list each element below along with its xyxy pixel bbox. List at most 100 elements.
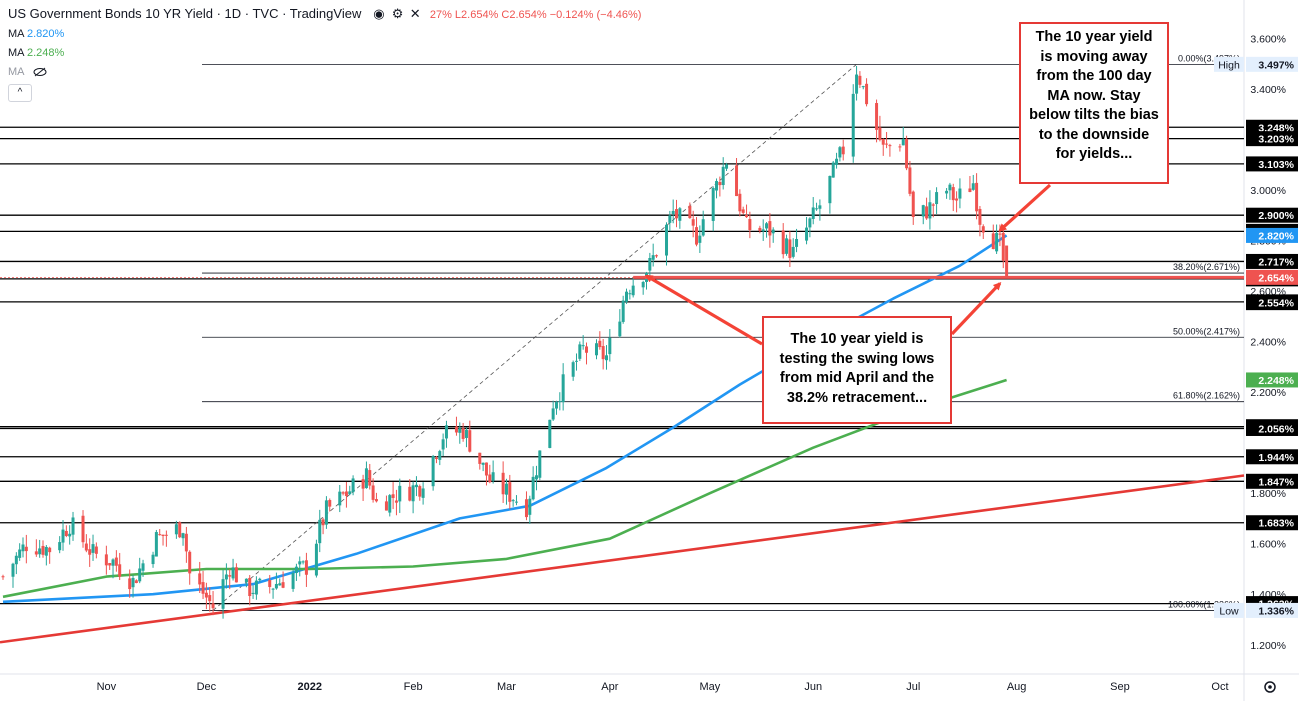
candle-body bbox=[281, 582, 285, 588]
candle-body bbox=[991, 233, 995, 250]
candle-body bbox=[688, 205, 692, 219]
candle-body bbox=[158, 534, 162, 536]
candle-body bbox=[808, 218, 812, 228]
candle-body bbox=[61, 529, 65, 543]
candle-body bbox=[21, 544, 25, 552]
candle-body bbox=[38, 548, 42, 555]
candle-body bbox=[341, 492, 345, 494]
candle-body bbox=[881, 139, 885, 145]
candle-body bbox=[885, 143, 889, 145]
candle-body bbox=[785, 238, 789, 254]
ma-200-legend[interactable]: MA 2.248% bbox=[8, 47, 64, 59]
candle-body bbox=[594, 343, 598, 356]
annotation-arrow bbox=[644, 274, 763, 346]
y-tick-label: 1.200% bbox=[1250, 640, 1286, 652]
candle-body bbox=[584, 346, 588, 353]
candle-body bbox=[84, 543, 88, 551]
candle-body bbox=[828, 175, 832, 204]
candle-body bbox=[888, 145, 892, 147]
candle-body bbox=[931, 204, 935, 206]
candle-body bbox=[514, 501, 518, 503]
candle-body bbox=[921, 205, 925, 217]
candle-body bbox=[651, 255, 655, 260]
candle-body bbox=[141, 563, 145, 571]
candle-body bbox=[118, 564, 122, 577]
close-icon[interactable]: ✕ bbox=[409, 6, 421, 21]
candle-body bbox=[361, 479, 365, 489]
candle-body bbox=[421, 488, 425, 498]
candle-body bbox=[34, 551, 38, 555]
candle-body bbox=[951, 187, 955, 201]
candle-body bbox=[164, 534, 168, 536]
candle-body bbox=[294, 566, 298, 574]
price-tag-prefix: High bbox=[1218, 59, 1240, 71]
price-tag-text: 2.554% bbox=[1258, 298, 1294, 310]
trendline-group bbox=[0, 474, 1245, 644]
hidden-eye-icon[interactable] bbox=[33, 67, 47, 77]
candle-body bbox=[431, 456, 435, 487]
price-tag-text: 1.683% bbox=[1258, 518, 1294, 530]
candle-body bbox=[418, 486, 422, 497]
collapse-legend-button[interactable]: ^ bbox=[8, 84, 32, 102]
candle-body bbox=[44, 546, 48, 556]
candle-body bbox=[41, 545, 45, 555]
fib-diagonal-line bbox=[212, 64, 857, 611]
y-tick-label: 1.600% bbox=[1250, 539, 1286, 551]
visibility-eye-icon[interactable]: ◉ bbox=[373, 6, 385, 21]
candle-body bbox=[981, 226, 985, 233]
price-tag-bg bbox=[1246, 56, 1298, 72]
candle-body bbox=[11, 563, 15, 577]
candle-body bbox=[328, 500, 332, 507]
candle-body bbox=[91, 544, 95, 553]
x-tick-label: Oct bbox=[1211, 681, 1228, 693]
candle-body bbox=[134, 580, 138, 584]
candle-body bbox=[414, 484, 418, 488]
candle-body bbox=[968, 188, 972, 193]
candle-body bbox=[94, 546, 98, 554]
candle-body bbox=[88, 549, 92, 555]
candle-body bbox=[898, 146, 902, 148]
candle-body bbox=[24, 546, 28, 552]
candle-body bbox=[508, 482, 512, 502]
x-tick-label: Jun bbox=[804, 681, 822, 693]
candle-body bbox=[211, 603, 215, 609]
price-tag-text: 1.944% bbox=[1258, 452, 1294, 464]
candle-body bbox=[861, 86, 865, 88]
candle-body bbox=[324, 500, 328, 525]
candle-body bbox=[504, 483, 508, 495]
candle-body bbox=[178, 522, 182, 538]
candle-body bbox=[695, 227, 699, 245]
candle-body bbox=[865, 83, 869, 105]
candle-body bbox=[244, 578, 248, 583]
ma-hidden-legend[interactable]: MA bbox=[8, 66, 47, 78]
price-tag-bg bbox=[1246, 227, 1298, 243]
candle-body bbox=[945, 190, 949, 194]
price-tag-text: 1.336% bbox=[1258, 605, 1294, 617]
candle-body bbox=[795, 239, 799, 247]
candle-body bbox=[1005, 245, 1009, 278]
settings-gear-icon[interactable] bbox=[1264, 681, 1276, 693]
candle-body bbox=[491, 472, 495, 481]
price-tag-text: 3.497% bbox=[1258, 59, 1294, 71]
price-tag-text: 2.717% bbox=[1258, 256, 1294, 268]
ma-100-legend[interactable]: MA 2.820% bbox=[8, 28, 64, 40]
candle-body bbox=[161, 534, 165, 536]
candle-body bbox=[151, 554, 155, 565]
candle-body bbox=[441, 439, 445, 450]
candle-body bbox=[298, 561, 302, 565]
candle-body bbox=[735, 165, 739, 197]
candle-body bbox=[1, 576, 5, 578]
candle-body bbox=[138, 568, 142, 582]
candle-body bbox=[578, 344, 582, 359]
candle-body bbox=[394, 500, 398, 503]
candle-body bbox=[481, 462, 485, 465]
x-tick-label: 2022 bbox=[298, 681, 322, 693]
x-tick-label: Nov bbox=[97, 681, 117, 693]
price-tag-bg bbox=[1246, 295, 1298, 311]
price-tag-text: 2.654% bbox=[1258, 272, 1294, 284]
settings-icon[interactable]: ⚙ bbox=[391, 6, 404, 21]
candle-body bbox=[181, 533, 185, 539]
candle-body bbox=[68, 533, 72, 537]
price-tag-text: 2.820% bbox=[1258, 230, 1294, 242]
